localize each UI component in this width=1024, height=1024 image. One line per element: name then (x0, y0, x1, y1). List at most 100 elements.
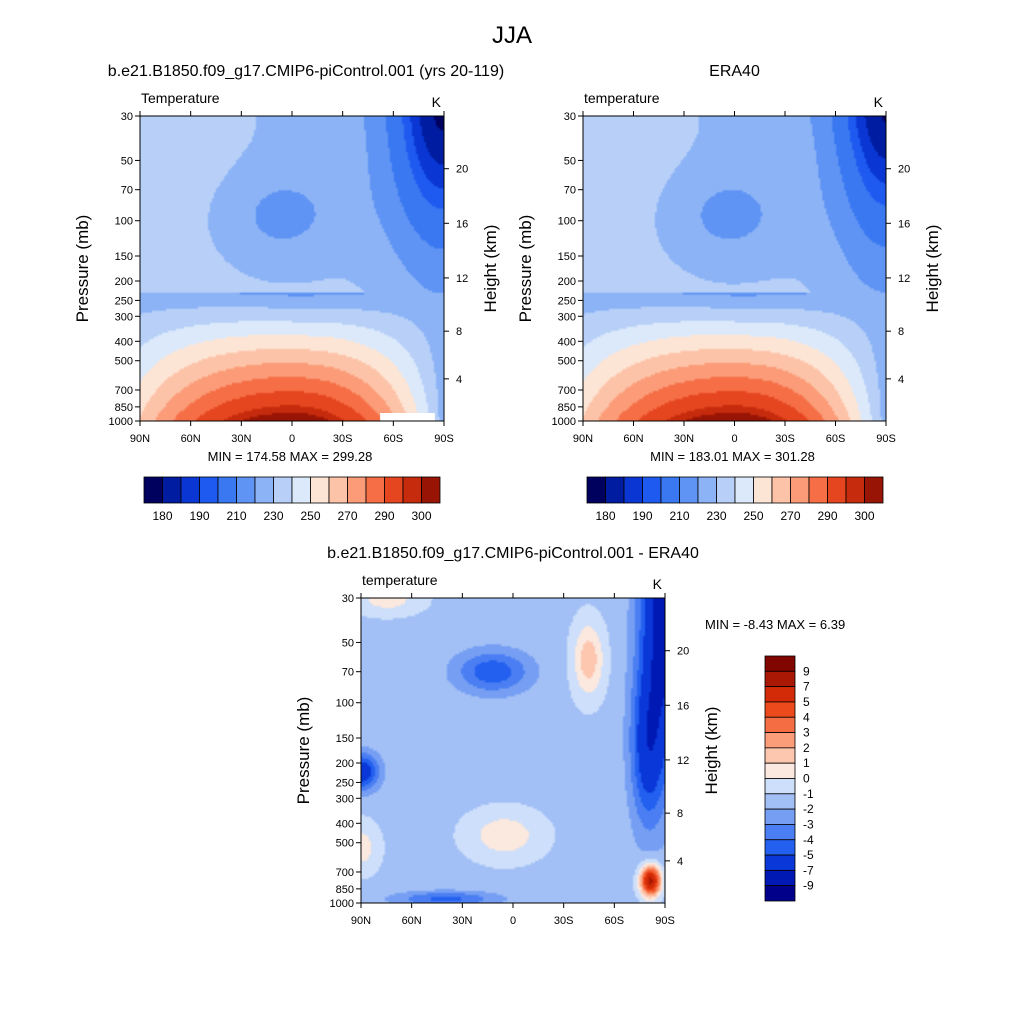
y-tick-label: 70 (121, 185, 133, 197)
colorbar-label: 3 (803, 726, 810, 740)
colorbar-box (421, 476, 441, 504)
y-axis-label-right: Height (km) (702, 707, 721, 795)
units-label: K (874, 94, 884, 110)
height-tick-label: 4 (456, 374, 462, 386)
y-tick-label: 200 (336, 758, 354, 770)
colorbar-box (764, 716, 796, 733)
height-tick-label: 8 (456, 326, 462, 338)
colorbar-box (660, 476, 680, 504)
colorbar-box (291, 476, 311, 504)
x-tick-label: 90N (130, 433, 150, 445)
colorbar-box (764, 854, 796, 871)
y-tick-label: 850 (115, 402, 133, 414)
x-tick-label: 0 (289, 433, 295, 445)
x-tick-label: 60N (402, 915, 422, 927)
colorbar-box (808, 476, 828, 504)
y-tick-label: 150 (558, 251, 576, 263)
y-tick-label: 200 (558, 276, 576, 288)
y-tick-label: 700 (336, 867, 354, 879)
colorbar-box (764, 839, 796, 856)
x-tick-label: 90N (573, 433, 593, 445)
colorbar-label: 290 (374, 509, 394, 523)
colorbar-box (623, 476, 643, 504)
x-tick-label: 30N (231, 433, 251, 445)
colorbar-label: 190 (189, 509, 209, 523)
colorbar-box (384, 476, 404, 504)
colorbar-label: 270 (780, 509, 800, 523)
colorbar-label: 190 (632, 509, 652, 523)
colorbar-box (764, 869, 796, 887)
colorbar-label: 9 (803, 664, 810, 678)
y-tick-label: 150 (115, 251, 133, 263)
min-max-stats: MIN = 183.01 MAX = 301.28 (650, 449, 815, 464)
variable-label: Temperature (141, 90, 220, 106)
figure-title: JJA (492, 22, 532, 49)
y-tick-label: 30 (564, 111, 576, 123)
colorbar: 9 754 321 0-1-2-3 -4-5-7 -9 (764, 655, 814, 902)
colorbar-label: 7 (803, 680, 810, 694)
panel-difference: b.e21.B1850.f09_g17.CMIP6-piControl.001 … (294, 545, 845, 927)
colorbar-label: 4 (803, 710, 810, 724)
variable-label: temperature (362, 572, 438, 588)
units-label: K (432, 94, 442, 110)
colorbar-label: 300 (411, 509, 431, 523)
colorbar-box (764, 686, 796, 703)
colorbar-label: 180 (152, 509, 172, 523)
colorbar-box (864, 476, 884, 504)
y-tick-label: 150 (336, 733, 354, 745)
x-tick-label: 60N (623, 433, 643, 445)
colorbar-label: 5 (803, 695, 810, 709)
x-tick-label: 30S (775, 433, 795, 445)
y-tick-label: 700 (558, 385, 576, 397)
colorbar-label: -4 (803, 833, 814, 847)
y-tick-label: 850 (558, 402, 576, 414)
colorbar-box (586, 476, 606, 504)
height-tick-label: 12 (677, 755, 689, 767)
colorbar-box (764, 762, 796, 779)
contour-field (361, 598, 665, 903)
y-tick-label: 300 (336, 793, 354, 805)
panel-title: ERA40 (709, 63, 760, 80)
y-tick-label: 50 (342, 637, 354, 649)
colorbar-box (764, 808, 796, 825)
colorbar-box (236, 476, 256, 504)
height-tick-label: 12 (898, 273, 910, 285)
colorbar-box (790, 476, 810, 504)
y-tick-label: 100 (115, 216, 133, 228)
y-tick-label: 250 (336, 777, 354, 789)
height-tick-label: 20 (898, 164, 910, 176)
y-tick-label: 250 (115, 295, 133, 307)
x-tick-label: 90S (655, 915, 675, 927)
y-tick-label: 100 (558, 216, 576, 228)
colorbar-label: -3 (803, 817, 814, 831)
colorbar-box (764, 701, 796, 718)
colorbar-label: 2 (803, 741, 810, 755)
y-tick-label: 1000 (330, 898, 354, 910)
y-axis-label: Pressure (mb) (294, 697, 313, 805)
min-max-stats: MIN = 174.58 MAX = 299.28 (208, 449, 373, 464)
colorbar-box (143, 476, 163, 504)
colorbar-label: 180 (595, 509, 615, 523)
contour-field (140, 116, 444, 421)
colorbar-label: 250 (743, 509, 763, 523)
colorbar-box (162, 476, 182, 504)
y-tick-label: 500 (558, 356, 576, 368)
x-tick-label: 90S (434, 433, 454, 445)
colorbar-box (199, 476, 219, 504)
y-axis-label: Pressure (mb) (516, 215, 535, 323)
height-tick-label: 16 (456, 218, 468, 230)
colorbar-label: 300 (854, 509, 874, 523)
colorbar: 180 190 210 230 250 270 290 300 (586, 476, 884, 523)
colorbar-box (254, 476, 274, 504)
x-tick-label: 30S (554, 915, 574, 927)
y-tick-label: 30 (121, 111, 133, 123)
colorbar-label: 250 (300, 509, 320, 523)
y-axis-label-right: Height (km) (923, 225, 942, 313)
colorbar-label: 230 (263, 509, 283, 523)
colorbar-box (328, 476, 348, 504)
units-label: K (653, 576, 663, 592)
x-tick-label: 60N (181, 433, 201, 445)
colorbar-box (273, 476, 293, 504)
height-tick-label: 4 (898, 374, 904, 386)
